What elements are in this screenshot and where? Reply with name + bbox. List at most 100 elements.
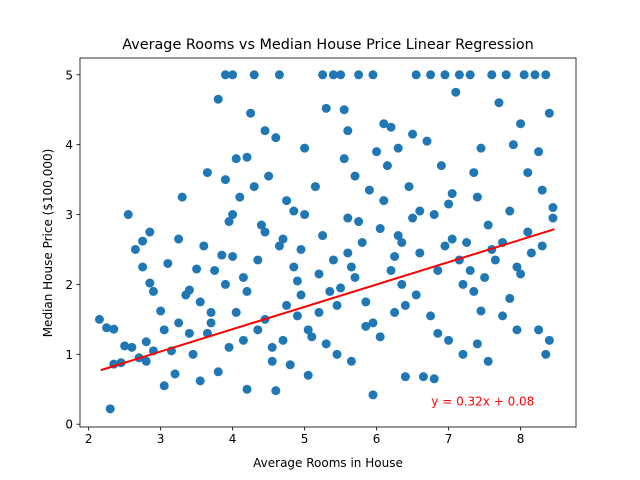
scatter-point-157	[242, 286, 252, 296]
scatter-point-53	[271, 386, 281, 396]
scatter-point-96	[411, 70, 421, 80]
scatter-point-68	[321, 103, 331, 113]
scatter-point-193	[354, 217, 364, 227]
scatter-point-57	[285, 360, 295, 370]
scatter-point-141	[505, 293, 515, 303]
scatter-point-69	[325, 286, 335, 296]
scatter-point-178	[303, 325, 313, 335]
scatter-point-153	[314, 307, 324, 317]
scatter-point-17	[159, 325, 169, 335]
plot-area	[79, 57, 577, 428]
scatter-point-164	[213, 367, 223, 377]
regression-line	[100, 228, 555, 372]
scatter-point-113	[472, 339, 482, 349]
scatter-point-9	[138, 236, 148, 246]
scatter-point-124	[512, 325, 522, 335]
scatter-point-137	[544, 335, 554, 345]
scatter-point-7	[123, 210, 133, 220]
scatter-point-199	[379, 196, 389, 206]
regression-equation-label: y = 0.32x + 0.08	[431, 394, 534, 408]
scatter-point-146	[433, 328, 443, 338]
regression-line-layer	[100, 228, 555, 372]
x-tick-label: 2	[85, 432, 93, 446]
scatter-point-200	[260, 227, 270, 237]
scatter-point-24	[184, 285, 194, 295]
scatter-point-94	[404, 182, 414, 192]
scatter-point-207	[472, 192, 482, 202]
scatter-point-121	[501, 70, 511, 80]
y-tick-label: 1	[65, 348, 73, 362]
scatter-point-174	[195, 297, 205, 307]
scatter-point-170	[512, 262, 522, 272]
scatter-point-11	[141, 356, 151, 366]
scatter-point-133	[541, 349, 551, 359]
scatter-point-79	[354, 70, 364, 80]
scatter-point-77	[346, 356, 356, 366]
scatter-point-10	[141, 337, 151, 347]
scatter-point-206	[429, 210, 439, 220]
scatter-point-89	[386, 122, 396, 132]
scatter-point-179	[253, 325, 263, 335]
scatter-point-195	[274, 241, 284, 251]
scatter-point-27	[195, 376, 205, 386]
scatter-point-74	[339, 154, 349, 164]
scatter-point-191	[483, 220, 493, 230]
scatter-point-205	[393, 231, 403, 241]
scatter-point-0	[94, 314, 104, 324]
scatter-point-46	[249, 70, 259, 80]
y-tick-label: 2	[65, 278, 73, 292]
scatter-point-85	[372, 147, 382, 157]
scatter-point-90	[390, 307, 400, 317]
scatter-point-197	[408, 213, 418, 223]
scatter-point-88	[382, 161, 392, 171]
scatter-point-43	[242, 384, 252, 394]
scatter-point-103	[436, 161, 446, 171]
scatter-point-60	[296, 244, 306, 254]
scatter-point-192	[523, 227, 533, 237]
scatter-point-158	[224, 342, 234, 352]
scatter-point-173	[238, 272, 248, 282]
scatter-point-140	[516, 269, 526, 279]
scatter-point-145	[447, 234, 457, 244]
y-tick-label: 0	[65, 418, 73, 432]
scatter-point-34	[220, 175, 230, 185]
scatter-point-102	[433, 265, 443, 275]
scatter-point-6	[120, 341, 130, 351]
scatter-point-135	[548, 213, 558, 223]
scatter-point-73	[339, 105, 349, 115]
scatter-point-20	[170, 369, 180, 379]
scatter-point-97	[415, 206, 425, 216]
scatter-point-100	[426, 70, 436, 80]
scatter-point-203	[292, 276, 302, 286]
scatter-point-54	[274, 70, 284, 80]
scatter-point-184	[127, 342, 137, 352]
scatter-point-52	[271, 133, 281, 143]
scatter-point-83	[368, 70, 378, 80]
scatter-point-167	[375, 332, 385, 342]
scatter-point-31	[210, 265, 220, 275]
scatter-point-22	[177, 192, 187, 202]
scatter-point-3	[109, 324, 119, 334]
scatter-point-18	[159, 381, 169, 391]
scatter-point-29	[202, 168, 212, 178]
x-tick-label: 5	[301, 432, 309, 446]
scatter-point-117	[487, 70, 497, 80]
scatter-point-26	[192, 264, 202, 274]
scatter-point-136	[548, 203, 558, 213]
scatter-point-105	[444, 335, 454, 345]
scatter-point-62	[300, 210, 310, 220]
scatter-point-109	[458, 349, 468, 359]
scatter-point-187	[282, 300, 292, 310]
scatter-point-166	[321, 339, 331, 349]
scatter-point-87	[379, 119, 389, 129]
scatter-point-185	[174, 318, 184, 328]
scatter-point-70	[328, 70, 338, 80]
scatter-point-171	[343, 248, 353, 258]
scatter-point-128	[526, 248, 536, 258]
scatter-point-155	[278, 335, 288, 345]
scatter-point-196	[228, 251, 238, 261]
scatter-point-92	[397, 238, 407, 247]
scatter-point-149	[386, 265, 396, 275]
scatter-point-12	[138, 262, 148, 272]
scatter-point-51	[267, 342, 277, 352]
